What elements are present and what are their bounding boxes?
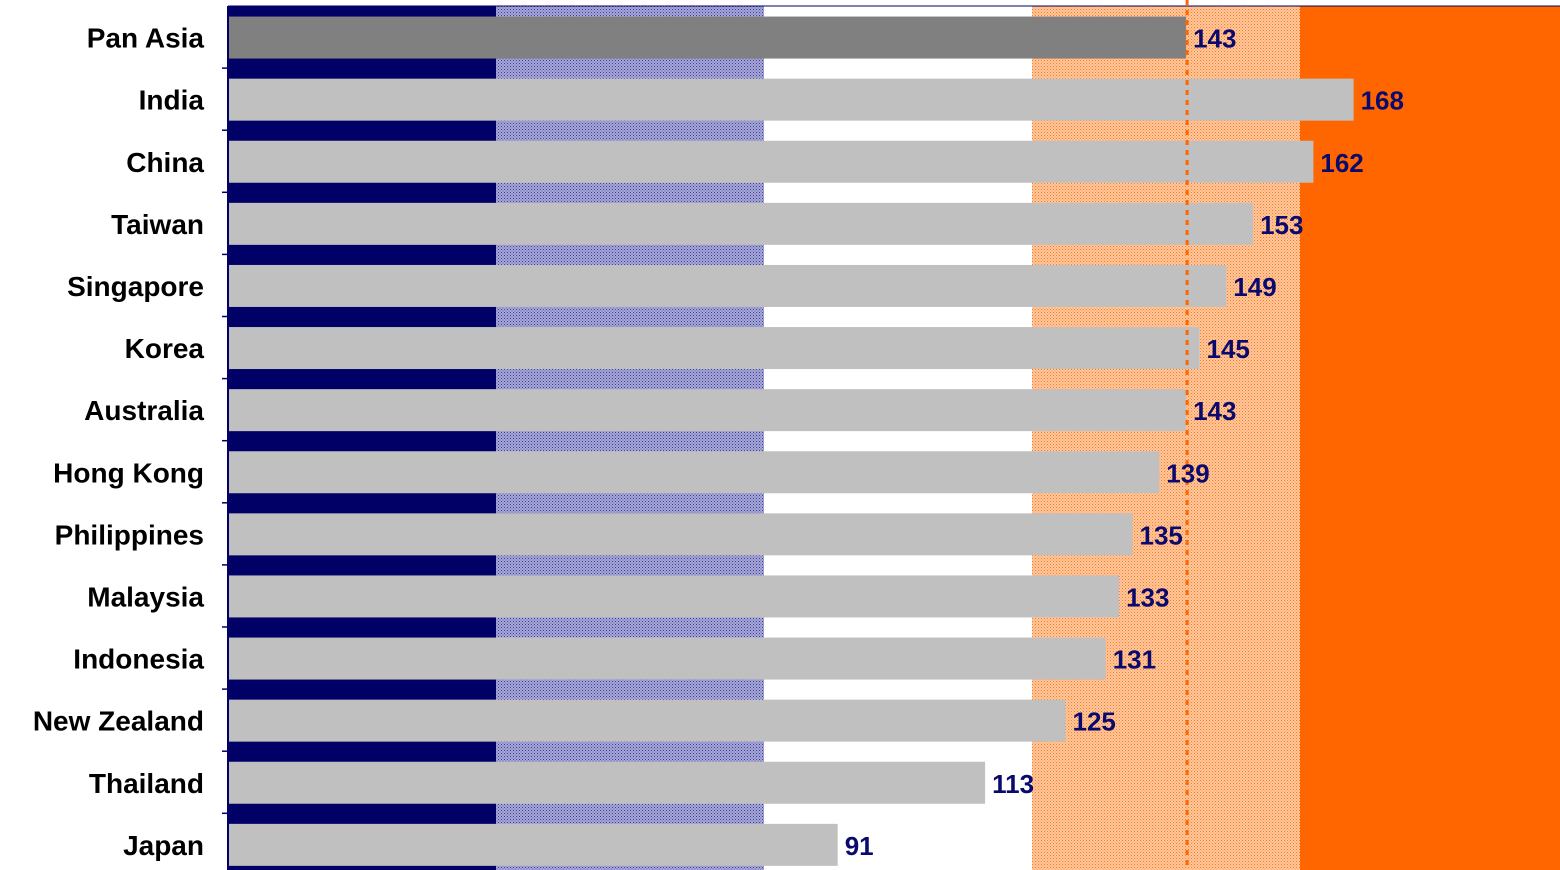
category-axis [222,5,1560,870]
value-label-indonesia: 131 [1113,645,1156,675]
category-label-thailand: Thailand [89,768,204,799]
category-label-australia: Australia [84,395,204,426]
category-label-china: China [126,147,204,178]
value-label-china: 162 [1320,148,1363,178]
value-label-japan: 91 [845,831,874,861]
category-label-philippines: Philippines [55,519,204,550]
category-label-korea: Korea [125,333,205,364]
category-label-singapore: Singapore [67,271,204,302]
category-label-japan: Japan [123,830,204,861]
bar-new-zealand [229,699,1066,742]
value-label-pan-asia: 143 [1193,24,1236,54]
background-band-3 [1032,6,1300,870]
category-label-taiwan: Taiwan [111,209,204,240]
value-label-thailand: 113 [992,769,1034,799]
category-labels: Pan Asia India China Taiwan Singapore Korea Au… [33,23,205,861]
value-label-singapore: 149 [1233,272,1276,302]
value-label-korea: 145 [1207,334,1250,364]
value-label-india: 168 [1361,86,1404,116]
value-label-malaysia: 133 [1126,582,1169,612]
bar-china [229,140,1314,183]
category-label-pan-asia: Pan Asia [87,23,205,54]
bar-singapore [229,264,1227,307]
bar-philippines [229,513,1133,556]
background-band-4 [1300,6,1560,870]
bar-malaysia [229,575,1120,618]
bar-indonesia [229,637,1106,680]
bar-japan [229,823,838,866]
bars [229,16,1354,866]
value-labels: 143 168 162 153 149 145 143 139 135 133 131 125 113 9… [845,24,1404,861]
value-label-australia: 143 [1193,396,1236,426]
bar-australia [229,389,1187,432]
bar-korea [229,327,1200,370]
bar-taiwan [229,202,1254,245]
category-label-indonesia: Indonesia [73,644,204,675]
bar-thailand [229,761,986,804]
category-label-malaysia: Malaysia [87,581,204,612]
category-label-india: India [139,85,205,116]
value-label-philippines: 135 [1140,520,1183,550]
category-label-new-zealand: New Zealand [33,706,204,737]
bar-india [229,78,1354,121]
category-label-hong-kong: Hong Kong [53,457,204,488]
bar-pan-asia [229,16,1187,59]
value-label-hong-kong: 139 [1166,458,1209,488]
value-label-new-zealand: 125 [1073,707,1116,737]
value-label-taiwan: 153 [1260,210,1303,240]
bar-hong-kong [229,451,1160,494]
